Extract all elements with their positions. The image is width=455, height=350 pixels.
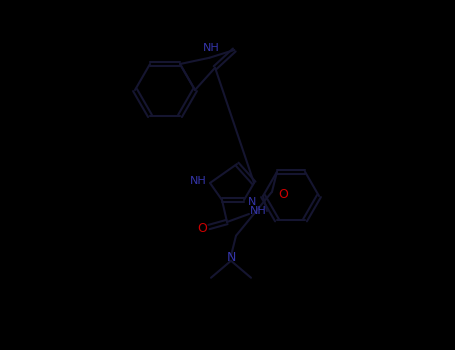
Text: NH: NH bbox=[190, 176, 207, 186]
Text: NH: NH bbox=[203, 43, 220, 53]
Text: N: N bbox=[248, 197, 256, 207]
Text: N: N bbox=[226, 251, 236, 264]
Text: NH: NH bbox=[250, 206, 266, 216]
Text: O: O bbox=[278, 188, 288, 201]
Text: O: O bbox=[197, 223, 207, 236]
